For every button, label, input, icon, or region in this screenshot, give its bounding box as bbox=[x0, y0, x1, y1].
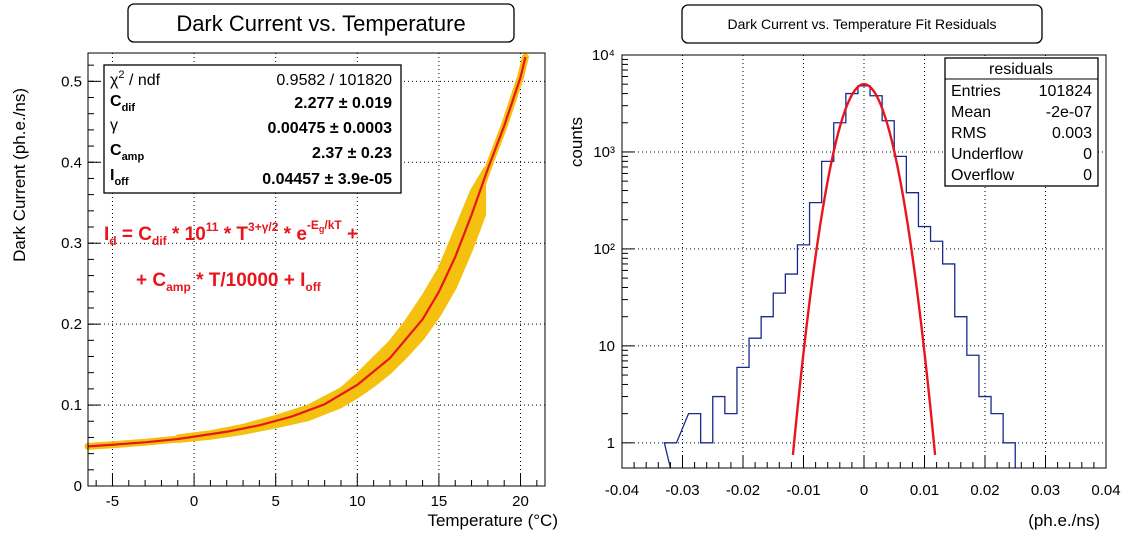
right-x-tick-label: -0.02 bbox=[726, 482, 760, 499]
right-y-tick-label: 10² bbox=[593, 241, 615, 258]
right-gaussian-fit bbox=[791, 82, 937, 456]
right-y-tick-label: 10 bbox=[598, 338, 615, 355]
right-x-axis-label: (ph.e./ns) bbox=[1028, 511, 1100, 530]
left-x-axis-label: Temperature (°C) bbox=[427, 511, 558, 530]
left-plot-frame bbox=[87, 52, 546, 487]
right-plot-frame bbox=[621, 54, 1107, 469]
stat-value-cdif: 2.277 ± 0.019 bbox=[294, 95, 392, 112]
right-title-box bbox=[681, 4, 1043, 44]
right-x-tick-label: 0.01 bbox=[910, 482, 939, 499]
left-x-tick-label: 15 bbox=[431, 493, 448, 510]
stat-value-entries: 101824 bbox=[1039, 83, 1092, 100]
left-title-box bbox=[127, 3, 515, 43]
left-y-axis-label: Dark Current (ph.e./ns) bbox=[10, 88, 29, 262]
left-x-tick-label: 10 bbox=[349, 493, 366, 510]
left-fit-curve bbox=[87, 56, 527, 448]
left-chart: Dark Current vs. Temperature -5 0 5 10 15 20 0… bbox=[10, 3, 558, 530]
left-y-tick-label: 0.2 bbox=[61, 316, 82, 333]
stat-value-overflow: 0 bbox=[1083, 167, 1092, 184]
stat-value-gamma: 0.00475 ± 0.0003 bbox=[268, 120, 393, 137]
left-x-tick-label: 0 bbox=[190, 493, 198, 510]
scatter-band-area bbox=[176, 167, 487, 443]
residuals-box-title: residuals bbox=[989, 61, 1053, 78]
right-x-tick-label: -0.04 bbox=[605, 482, 639, 499]
right-x-tick-label: 0.03 bbox=[1031, 482, 1060, 499]
left-y-tick-label: 0.5 bbox=[61, 73, 82, 90]
stat-value-camp: 2.37 ± 0.23 bbox=[312, 145, 392, 162]
left-y-tick-label: 0 bbox=[74, 478, 82, 495]
right-chart-title: Dark Current vs. Temperature Fit Residua… bbox=[728, 16, 997, 32]
stat-label-mean: Mean bbox=[951, 104, 991, 121]
right-x-tick-label: 0.04 bbox=[1091, 482, 1120, 499]
right-x-tick-label: -0.03 bbox=[665, 482, 699, 499]
stat-label-chi2: χ2 / ndf bbox=[110, 69, 161, 89]
right-chart: Dark Current vs. Temperature Fit Residua… bbox=[567, 4, 1121, 530]
right-y-tick-label: 1 bbox=[607, 435, 615, 452]
right-axes: -0.04 -0.03 -0.02 -0.01 0 0.01 0.02 0.03 0.04 1 10… bbox=[592, 47, 1121, 499]
left-x-tick-label: 5 bbox=[272, 493, 280, 510]
left-stats-frame bbox=[103, 64, 402, 194]
right-y-tick-label: 10⁴ bbox=[592, 47, 615, 64]
right-x-tick-label: -0.01 bbox=[786, 482, 820, 499]
stat-label-overflow: Overflow bbox=[951, 167, 1015, 184]
stat-label-rms: RMS bbox=[951, 125, 987, 142]
right-y-axis-label: counts bbox=[567, 117, 586, 167]
stat-label-entries: Entries bbox=[951, 83, 1001, 100]
left-chart-title: Dark Current vs. Temperature bbox=[176, 11, 465, 36]
formula-line-2: + Camp * T/10000 + Ioff bbox=[136, 270, 322, 294]
stat-value-mean: -2e-07 bbox=[1046, 104, 1092, 121]
stat-label-underflow: Underflow bbox=[951, 146, 1023, 163]
left-x-tick-label: 20 bbox=[512, 493, 529, 510]
stat-value-rms: 0.003 bbox=[1052, 125, 1092, 142]
left-stats-box: χ2 / ndf 0.9582 / 101820 Cdif 2.277 ± 0.… bbox=[103, 64, 402, 194]
right-x-tick-label: 0.02 bbox=[970, 482, 999, 499]
stat-value-chi2: 0.9582 / 101820 bbox=[276, 72, 392, 89]
fit-formula: Id = Cdif * 1011 * T3+γ/2 * e-Eg/kT + + … bbox=[104, 218, 358, 294]
stat-value-underflow: 0 bbox=[1083, 146, 1092, 163]
left-y-tick-label: 0.3 bbox=[61, 235, 82, 252]
fit-line bbox=[87, 56, 527, 448]
stat-value-ioff: 0.04457 ± 3.9e-05 bbox=[262, 171, 392, 188]
left-x-tick-label: -5 bbox=[106, 493, 119, 510]
left-axes: -5 0 5 10 15 20 0 0.1 0.2 0.3 0.4 0.5 bbox=[61, 52, 546, 510]
left-y-tick-label: 0.4 bbox=[61, 154, 82, 171]
gaussian-fit-line bbox=[791, 82, 937, 456]
left-y-tick-label: 0.1 bbox=[61, 397, 82, 414]
stat-label-gamma: γ bbox=[110, 117, 118, 134]
right-y-tick-label: 10³ bbox=[593, 144, 615, 161]
right-x-tick-label: 0 bbox=[860, 482, 868, 499]
right-stats-box: residuals Entries 101824 Mean -2e-07 RMS… bbox=[944, 57, 1099, 187]
